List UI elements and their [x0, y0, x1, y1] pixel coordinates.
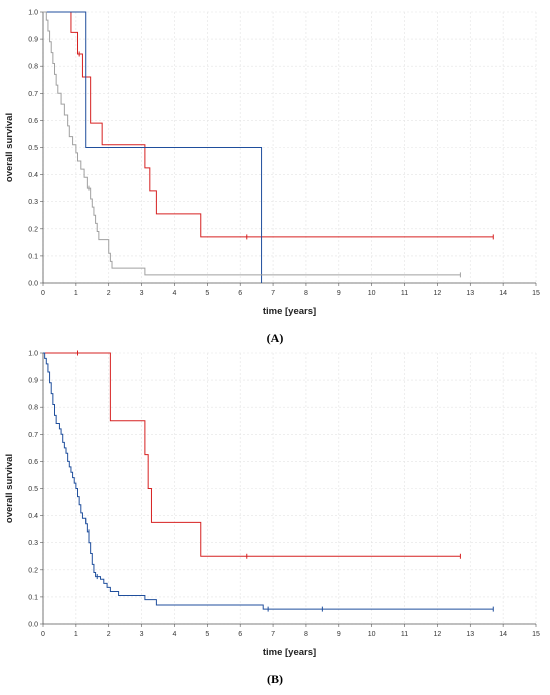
x-tick-label: 2	[107, 290, 111, 297]
x-tick-label: 4	[173, 290, 177, 297]
y-axis-title: overall survival	[4, 113, 15, 182]
x-tick-label: 14	[499, 290, 507, 297]
y-tick-label: 0.1	[28, 253, 38, 260]
y-tick-label: 0.4	[28, 172, 38, 179]
y-tick-label: 0.0	[28, 281, 38, 288]
y-tick-label: 0.5	[28, 486, 38, 493]
x-tick-label: 15	[532, 631, 540, 638]
x-tick-label: 3	[140, 631, 144, 638]
y-tick-label: 0.2	[28, 226, 38, 233]
x-tick-label: 10	[368, 290, 376, 297]
x-tick-label: 7	[271, 290, 275, 297]
survival-curve-series-1	[43, 352, 494, 610]
x-tick-label: 9	[337, 631, 341, 638]
survival-curve-series-0	[43, 352, 461, 557]
y-tick-label: 0.1	[28, 594, 38, 601]
x-tick-label: 8	[304, 631, 308, 638]
x-tick-label: 15	[532, 290, 540, 297]
y-tick-label: 0.2	[28, 567, 38, 574]
y-axis-title: overall survival	[4, 454, 15, 523]
y-tick-label: 0.6	[28, 118, 38, 125]
x-tick-label: 0	[41, 631, 45, 638]
x-tick-label: 13	[466, 631, 474, 638]
y-tick-label: 1.0	[28, 10, 38, 17]
x-tick-label: 12	[434, 631, 442, 638]
y-tick-label: 0.7	[28, 91, 38, 98]
y-tick-label: 0.5	[28, 145, 38, 152]
survival-curve-series-1	[43, 11, 263, 283]
x-tick-label: 11	[401, 290, 408, 297]
y-tick-label: 0.9	[28, 378, 38, 385]
x-tick-label: 8	[304, 290, 308, 297]
x-tick-label: 14	[499, 631, 507, 638]
x-tick-label: 12	[434, 290, 442, 297]
x-tick-label: 10	[368, 631, 376, 638]
x-tick-label: 0	[41, 290, 45, 297]
y-tick-label: 0.8	[28, 64, 38, 71]
x-axis-title: time [years]	[263, 647, 316, 658]
panel-label: (B)	[267, 672, 283, 686]
x-tick-label: 2	[107, 631, 111, 638]
y-tick-label: 0.7	[28, 432, 38, 439]
x-tick-label: 13	[466, 290, 474, 297]
survival-curve-series-0	[43, 11, 494, 238]
panel-b: 0 1 2 3 4 5 6 7 8 9 10 11 12 13 14 150.00.10.20.30.40.5…	[4, 350, 540, 686]
panel-label: (A)	[267, 331, 284, 345]
x-tick-label: 9	[337, 290, 341, 297]
survival-curve-series-2	[43, 11, 461, 276]
x-tick-label: 7	[271, 631, 275, 638]
x-tick-label: 6	[238, 631, 242, 638]
x-tick-label: 1	[74, 290, 78, 297]
y-tick-label: 0.3	[28, 199, 38, 206]
panel-a: 0 1 2 3 4 5 6 7 8 9 10 11 12 13 14 150.00.10.20.30.40.5…	[4, 10, 540, 346]
y-tick-label: 0.0	[28, 622, 38, 629]
x-tick-label: 3	[140, 290, 144, 297]
y-tick-label: 0.3	[28, 540, 38, 547]
x-tick-label: 6	[238, 290, 242, 297]
y-tick-label: 0.9	[28, 37, 38, 44]
x-tick-label: 1	[74, 631, 78, 638]
y-tick-label: 0.6	[28, 459, 38, 466]
x-tick-label: 11	[401, 631, 408, 638]
x-tick-label: 4	[173, 631, 177, 638]
x-axis-title: time [years]	[263, 306, 316, 317]
y-tick-label: 1.0	[28, 351, 38, 358]
x-tick-label: 5	[205, 290, 209, 297]
y-tick-label: 0.4	[28, 513, 38, 520]
x-tick-label: 5	[205, 631, 209, 638]
y-tick-label: 0.8	[28, 405, 38, 412]
